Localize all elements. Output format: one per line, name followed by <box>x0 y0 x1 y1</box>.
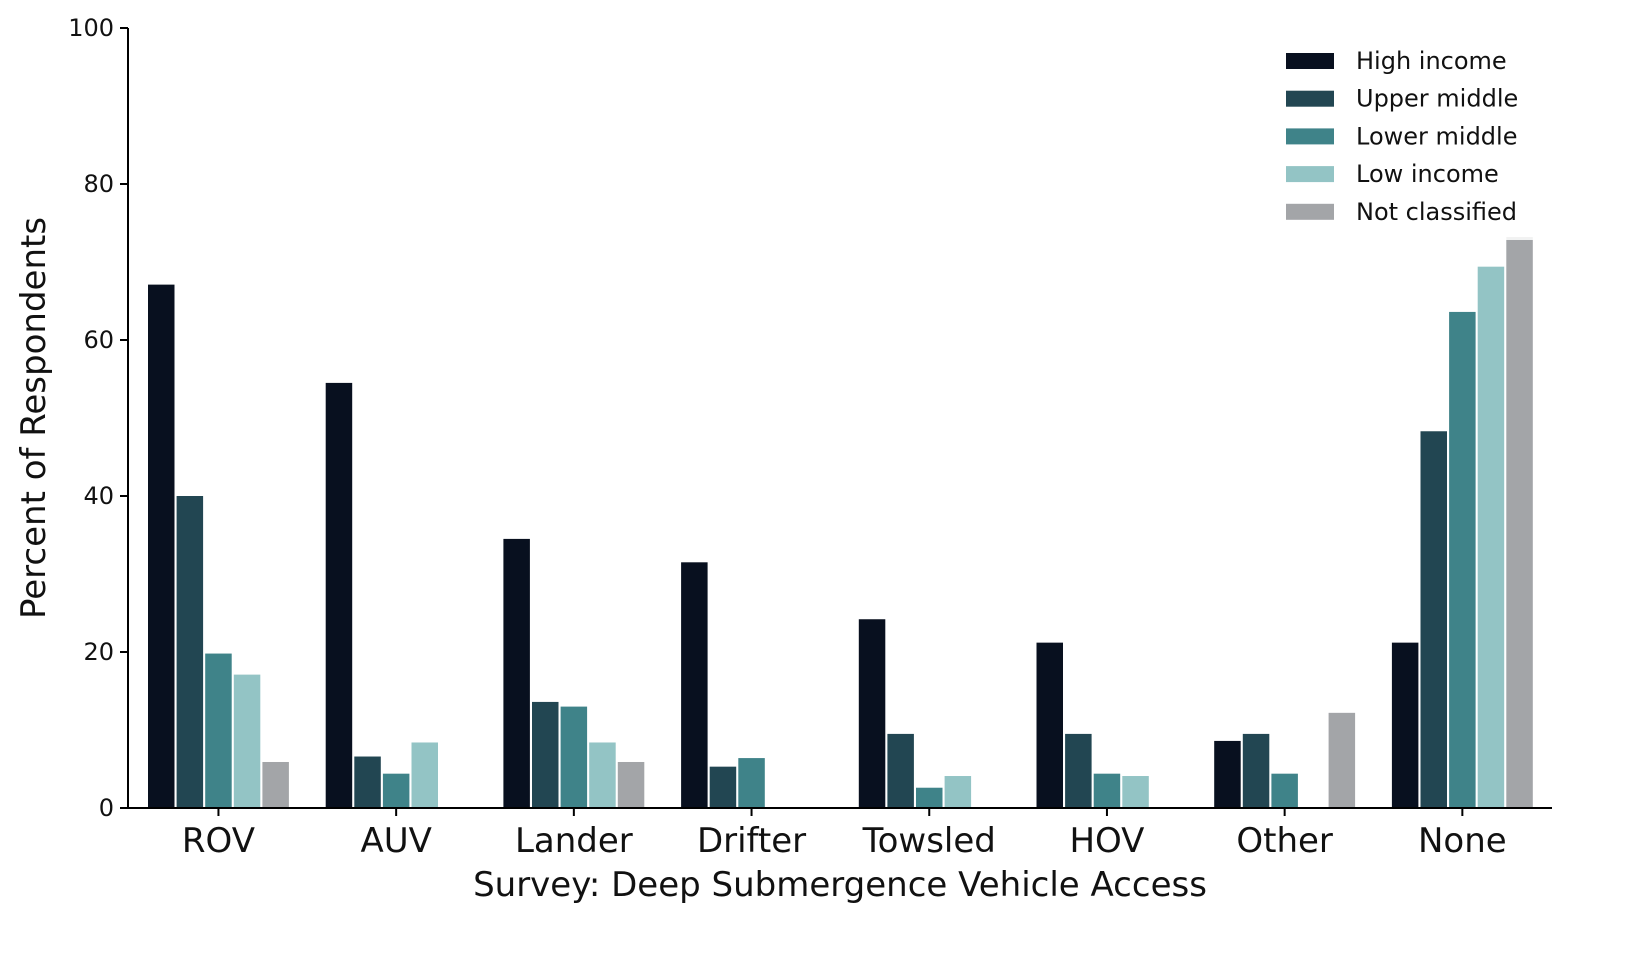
bar-other-not-classified <box>1328 712 1356 808</box>
bar-none-low-income <box>1477 266 1505 808</box>
bar-auv-upper-middle <box>354 756 381 808</box>
axes-layer <box>127 28 1552 809</box>
bar-lander-upper-middle <box>532 701 559 808</box>
y-axis-title: Percent of Respondents <box>14 217 54 619</box>
x-category-label: Drifter <box>697 821 806 861</box>
bar-towsled-high-income <box>858 619 886 808</box>
y-tick-label: 100 <box>68 14 114 42</box>
legend-swatch <box>1286 203 1334 220</box>
bar-rov-low-income <box>233 674 261 808</box>
bar-hov-low-income <box>1122 776 1149 808</box>
bar-none-not-classified <box>1506 237 1533 809</box>
bar-lander-lower-middle <box>560 706 588 808</box>
bar-lander-high-income <box>503 538 530 808</box>
legend-label: High income <box>1356 47 1507 75</box>
bar-hov-high-income <box>1036 642 1063 808</box>
bar-lander-low-income <box>589 742 616 808</box>
legend-label: Low income <box>1356 160 1499 188</box>
legend-swatch <box>1286 166 1334 183</box>
bar-none-upper-middle <box>1420 431 1447 808</box>
x-category-label: Lander <box>515 821 633 861</box>
bar-towsled-upper-middle <box>887 733 914 808</box>
bar-towsled-lower-middle <box>916 787 943 808</box>
bar-drifter-upper-middle <box>709 766 737 808</box>
bar-rov-high-income <box>148 284 175 808</box>
bar-none-lower-middle <box>1449 311 1476 808</box>
x-category-label: Towsled <box>862 821 996 861</box>
bar-auv-low-income <box>411 742 438 808</box>
bar-other-upper-middle <box>1242 733 1270 808</box>
x-category-label: ROV <box>182 821 255 861</box>
bars-layer <box>148 237 1533 809</box>
legend-label: Upper middle <box>1356 85 1518 113</box>
legend-swatch <box>1286 53 1334 69</box>
bar-hov-lower-middle <box>1093 773 1121 808</box>
bar-drifter-high-income <box>681 562 708 808</box>
bar-rov-not-classified <box>262 761 289 808</box>
y-tick-label: 60 <box>83 326 114 354</box>
x-category-label: HOV <box>1069 821 1144 861</box>
x-category-label: AUV <box>360 821 431 861</box>
bar-hov-upper-middle <box>1065 733 1092 808</box>
bar-rov-upper-middle <box>176 496 204 808</box>
bar-rov-lower-middle <box>205 653 232 808</box>
y-tick-label: 40 <box>83 482 114 510</box>
x-axis-title: Survey: Deep Submergence Vehicle Access <box>473 865 1207 905</box>
bar-towsled-low-income <box>944 776 972 808</box>
legend-label: Lower middle <box>1356 122 1517 150</box>
y-tick-label: 20 <box>83 638 114 666</box>
legend: High income Upper middle Lower middle Low i… <box>1276 40 1544 240</box>
legend-swatch <box>1286 128 1334 145</box>
bar-lander-not-classified <box>617 761 645 808</box>
bar-none-high-income <box>1391 642 1419 808</box>
bar-other-high-income <box>1214 740 1241 808</box>
y-tick-label: 0 <box>99 794 114 822</box>
x-category-labels: ROV AUV Lander Drifter Towsled HOV Other None <box>182 808 1507 861</box>
legend-swatch <box>1286 90 1334 107</box>
bar-auv-high-income <box>325 382 353 808</box>
y-tick-label: 80 <box>83 170 114 198</box>
legend-label: Not classified <box>1356 198 1517 226</box>
y-ticks: 0 20 40 60 80 100 <box>68 14 128 822</box>
bar-auv-lower-middle <box>382 773 410 808</box>
bar-other-lower-middle <box>1271 773 1298 808</box>
x-category-label: Other <box>1236 821 1333 861</box>
bar-drifter-lower-middle <box>738 758 765 808</box>
x-category-label: None <box>1418 821 1507 861</box>
